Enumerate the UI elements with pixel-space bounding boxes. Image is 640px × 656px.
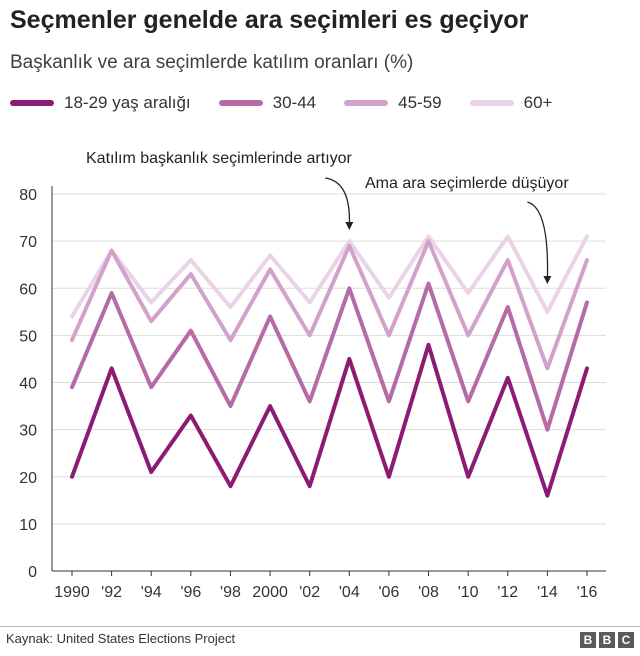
x-tick-label: '96	[180, 584, 201, 601]
x-tick-label: '16	[577, 584, 598, 601]
x-tick-label: '14	[537, 584, 558, 601]
legend-swatch-30-44	[218, 100, 263, 106]
legend: 18-29 yaş aralığı 30-44 45-59 60+	[10, 92, 580, 114]
series-line-3	[70, 234, 589, 319]
bbc-logo-letter: C	[618, 632, 634, 648]
footer-divider	[0, 626, 640, 627]
legend-swatch-18-29	[10, 100, 54, 106]
arrowhead-midterm	[543, 276, 552, 284]
legend-item-60plus: 60+	[469, 93, 553, 113]
legend-item-45-59: 45-59	[344, 93, 442, 113]
x-tick-label: '04	[339, 584, 360, 601]
legend-label-30-44: 30-44	[272, 93, 317, 112]
x-tick-label: '94	[141, 584, 162, 601]
legend-swatch-45-59	[344, 100, 389, 106]
x-tick-label: 2000	[252, 584, 288, 601]
legend-label-45-59: 45-59	[398, 93, 442, 112]
series-line-2	[70, 239, 589, 371]
x-tick-label: '06	[378, 584, 399, 601]
y-tick-label: 80	[19, 187, 37, 204]
y-tick-label: 40	[19, 376, 37, 393]
y-tick-label: 70	[19, 234, 37, 251]
x-tick-label: '08	[418, 584, 439, 601]
chart-title: Seçmenler genelde ara seçimleri es geçiy…	[10, 6, 529, 34]
source-note: Kaynak: United States Elections Project	[6, 631, 236, 646]
x-tick-label: 1990	[54, 584, 90, 601]
arrowhead-presidential	[345, 222, 354, 230]
series-line-0	[70, 342, 589, 498]
legend-swatch-60plus	[469, 100, 514, 106]
chart-subtitle: Başkanlık ve ara seçimlerde katılım oran…	[10, 52, 414, 73]
series-line-1	[70, 281, 589, 432]
x-tick-label: '98	[220, 584, 241, 601]
legend-item-30-44: 30-44	[218, 93, 317, 113]
bbc-logo: B B C	[577, 632, 634, 648]
x-tick-label: '10	[458, 584, 479, 601]
annotation-presidential: Katılım başkanlık seçimlerinde artıyor	[86, 150, 353, 167]
annotation-arrow-presidential	[325, 177, 351, 227]
y-tick-label: 30	[19, 423, 37, 440]
y-tick-label: 10	[19, 517, 37, 534]
bbc-logo-letter: B	[580, 632, 596, 648]
y-tick-label: 20	[19, 470, 37, 487]
y-tick-label: 60	[19, 281, 37, 298]
x-tick-label: '12	[497, 584, 518, 601]
x-tick-label: '02	[299, 584, 320, 601]
y-tick-label: 50	[19, 328, 37, 345]
legend-label-18-29: 18-29 yaş aralığı	[64, 93, 191, 112]
bbc-logo-letter: B	[599, 632, 615, 648]
x-tick-label: '92	[101, 584, 122, 601]
annotation-midterm: Ama ara seçimlerde düşüyor	[365, 175, 569, 192]
y-tick-label: 0	[28, 564, 37, 581]
legend-label-60plus: 60+	[523, 93, 553, 112]
annotation-arrow-midterm	[527, 201, 549, 281]
legend-item-18-29: 18-29 yaş aralığı	[10, 93, 191, 113]
